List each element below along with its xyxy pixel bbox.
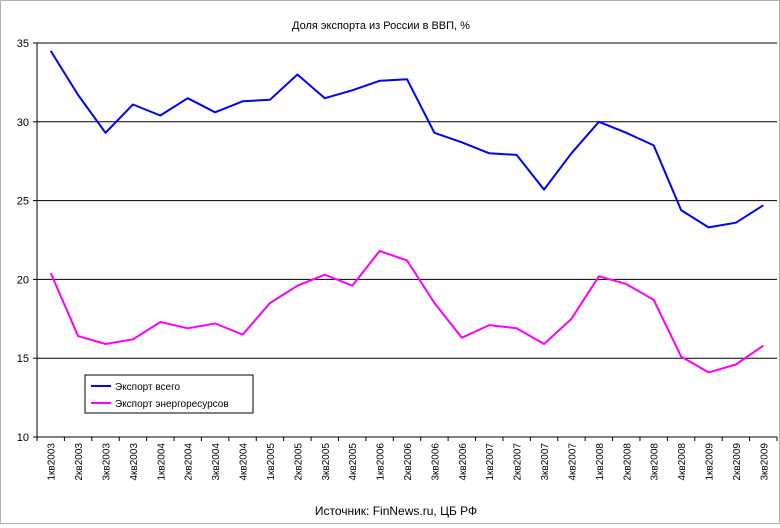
x-tick-label: 1кв2005 [266, 443, 277, 481]
x-tick-label: 4кв2008 [677, 443, 688, 481]
x-tick-label: 2кв2008 [622, 443, 633, 481]
x-tick-label: 2кв2009 [732, 443, 743, 481]
x-tick-label: 1кв2009 [704, 443, 715, 481]
series-line-1 [49, 50, 764, 229]
x-tick-label: 4кв2005 [348, 443, 359, 481]
x-tick-label: 4кв2007 [567, 443, 578, 481]
x-tick-label: 3кв2006 [430, 443, 441, 481]
x-tick-label: 1кв2006 [376, 443, 387, 481]
x-tick-label: 2кв2007 [513, 443, 524, 481]
series-line-2 [49, 250, 764, 374]
x-tick-label: 1кв2004 [156, 443, 167, 481]
y-tick-label: 25 [17, 196, 29, 208]
y-tick-label: 35 [17, 38, 29, 50]
x-tick-label: 1кв2003 [47, 443, 58, 481]
x-tick-label: 1кв2007 [485, 443, 496, 481]
x-tick-label: 3кв2003 [102, 443, 113, 481]
x-tick-label: 1кв2008 [595, 443, 606, 481]
chart-title: Доля экспорта из России в ВВП, % [292, 20, 470, 32]
y-tick-label: 15 [17, 353, 29, 365]
y-tick-label: 30 [17, 117, 29, 129]
x-tick-label: 2кв2003 [74, 443, 85, 481]
legend-label: Экспорт энергоресурсов [115, 399, 229, 410]
y-tick-label: 20 [17, 274, 29, 286]
x-tick-label: 4кв2004 [239, 443, 250, 481]
x-tick-label: 3кв2005 [321, 443, 332, 481]
y-tick-label: 10 [17, 432, 29, 444]
x-tick-label: 2кв2006 [403, 443, 414, 481]
x-tick-label: 2кв2004 [184, 443, 195, 481]
x-tick-label: 4кв2003 [129, 443, 140, 481]
x-tick-label: 3кв2008 [650, 443, 661, 481]
x-tick-label: 4кв2006 [458, 443, 469, 481]
x-tick-label: 3кв2007 [540, 443, 551, 481]
legend-label: Экспорт всего [115, 382, 181, 393]
legend-box [84, 374, 254, 414]
x-tick-label: 3кв2009 [759, 443, 770, 481]
x-tick-label: 3кв2004 [211, 443, 222, 481]
x-tick-label: 2кв2005 [293, 443, 304, 481]
chart-source: Источник: FinNews.ru, ЦБ РФ [315, 504, 477, 518]
